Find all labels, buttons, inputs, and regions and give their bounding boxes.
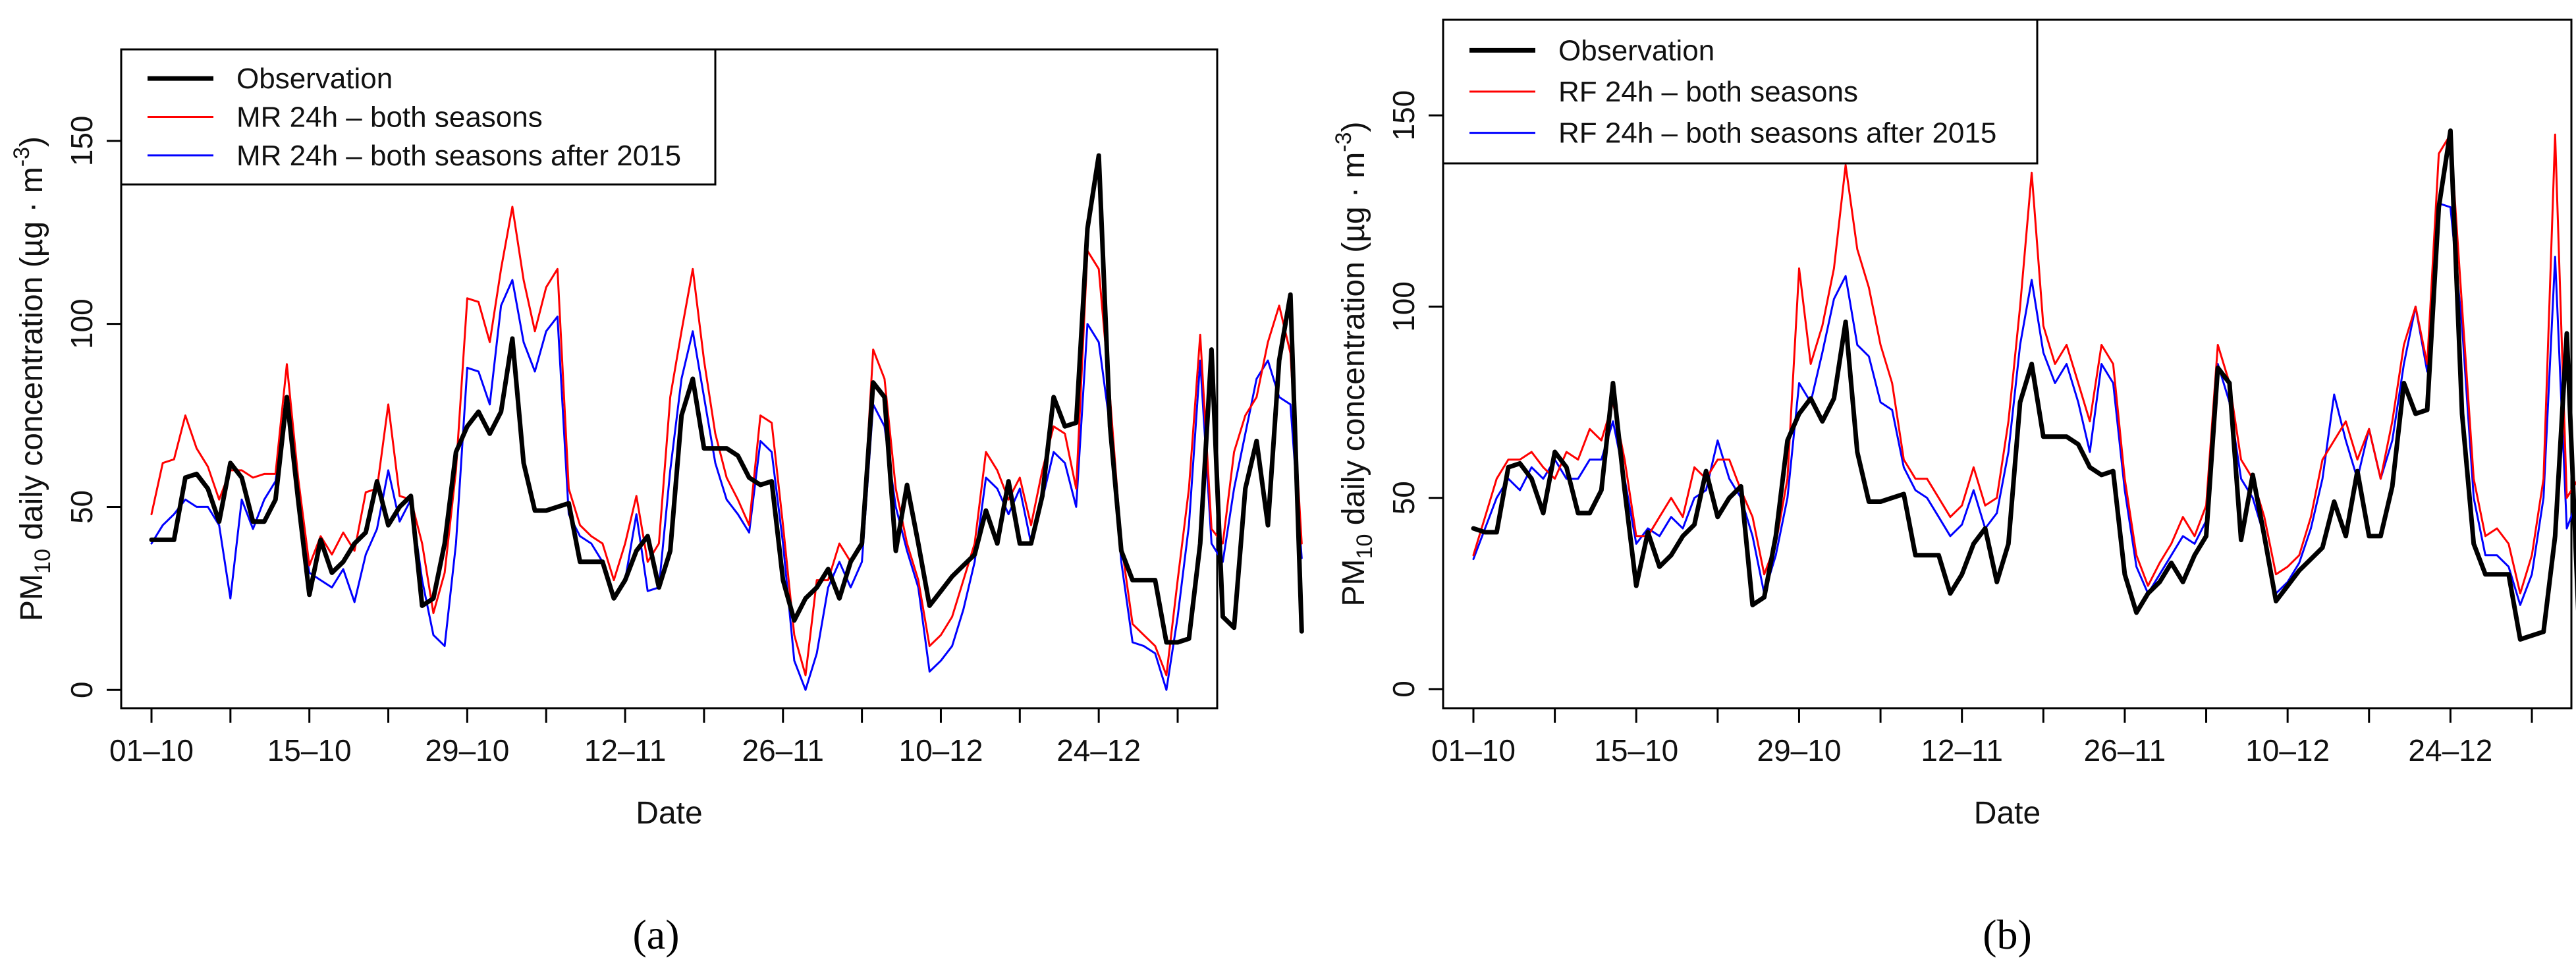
y-tick-label-a-0: 0 xyxy=(65,681,99,698)
y-tick-label-a-150: 150 xyxy=(65,116,99,167)
legend-label-b-0: Observation xyxy=(1558,34,1714,67)
x-tick-label-b-6: 24–12 xyxy=(2408,733,2492,768)
x-axis-title-a: Date xyxy=(636,796,702,831)
y-axis-title-b: PM10 daily concentration (µg · m-3) xyxy=(1331,122,1377,607)
x-tick-label-b-1: 15–10 xyxy=(1594,733,1678,768)
y-axis-title-a: PM10 daily concentration (µg · m-3) xyxy=(9,136,55,621)
legend-box-b xyxy=(1442,18,2039,165)
chart-svg-a: 0 50 100 150 01–10 15–10 29–10 12–11 26–11 10–12 2… xyxy=(9,48,1304,958)
x-tick-label-b-2: 29–10 xyxy=(1757,733,1842,768)
x-tick-label-a-3: 12–11 xyxy=(584,733,667,768)
chart-panel-b: 0 50 100 150 01–10 15–10 29–10 12–11 26–11 10–12 2… xyxy=(1288,0,2576,977)
legend-label-a-2: MR 24h – both seasons after 2015 xyxy=(236,140,681,172)
y-tick-label-b-150: 150 xyxy=(1386,90,1421,141)
chart-panel-a: 0 50 100 150 01–10 15–10 29–10 12–11 26–11 10–12 2… xyxy=(9,48,1304,958)
x-tick-label-a-4: 26–11 xyxy=(742,733,825,768)
x-tick-label-a-6: 24–12 xyxy=(1056,733,1141,768)
x-tick-label-a-0: 01–10 xyxy=(109,733,194,768)
x-tick-label-b-5: 10–12 xyxy=(2245,733,2330,768)
series-line-a-2 xyxy=(150,279,1303,691)
series-line-a-1 xyxy=(150,206,1303,677)
y-tick-label-a-50: 50 xyxy=(65,490,99,524)
series-line-b-0 xyxy=(1471,128,2576,642)
x-axis-title-b: Date xyxy=(1974,796,2041,831)
legend-label-a-1: MR 24h – both seasons xyxy=(236,101,543,134)
x-tick-label-a-2: 29–10 xyxy=(425,733,509,768)
x-tick-label-a-1: 15–10 xyxy=(267,733,352,768)
legend-box-a xyxy=(120,48,717,186)
legend-a: Observation MR 24h – both seasons MR 24h –… xyxy=(120,48,717,186)
legend-label-a-0: Observation xyxy=(236,63,393,95)
y-tick-label-b-50: 50 xyxy=(1386,481,1421,515)
panel-label-a: (a) xyxy=(632,911,679,958)
y-tick-label-b-0: 0 xyxy=(1386,681,1421,698)
series-line-a-0 xyxy=(149,153,1304,645)
x-tick-label-b-0: 01–10 xyxy=(1431,733,1516,768)
x-tick-label-b-4: 26–11 xyxy=(2084,733,2166,768)
y-tick-label-b-100: 100 xyxy=(1386,281,1421,332)
series-line-b-1 xyxy=(1472,133,2576,595)
legend-label-b-2: RF 24h – both seasons after 2015 xyxy=(1558,117,1996,150)
x-tick-label-b-3: 12–11 xyxy=(1921,733,2003,768)
x-tick-label-a-5: 10–12 xyxy=(899,733,983,768)
chart-svg-b: 0 50 100 150 01–10 15–10 29–10 12–11 26–11 10–12 2… xyxy=(1331,18,2576,958)
panel-label-b: (b) xyxy=(1983,911,2032,958)
y-tick-label-a-100: 100 xyxy=(65,298,99,349)
series-line-b-2 xyxy=(1472,202,2576,606)
legend-b: Observation RF 24h – both seasons RF 24h –… xyxy=(1442,18,2039,165)
legend-label-b-1: RF 24h – both seasons xyxy=(1558,76,1858,108)
